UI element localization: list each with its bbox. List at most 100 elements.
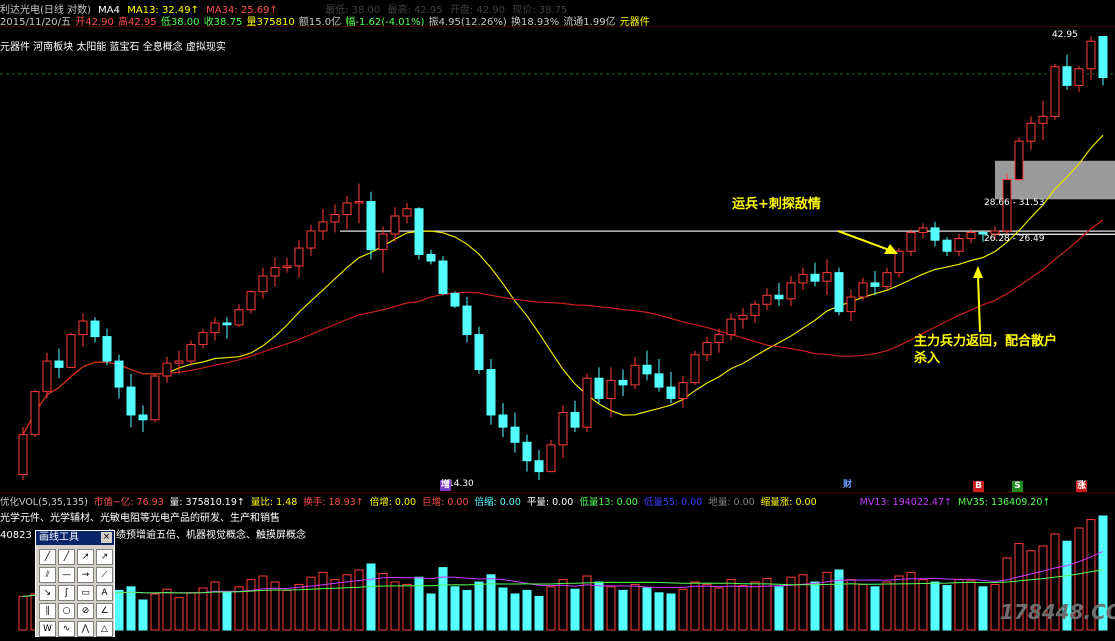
arrow-tool-icon[interactable]: ↗ bbox=[96, 549, 113, 565]
candle-body bbox=[774, 294, 784, 300]
candle bbox=[1038, 100, 1048, 140]
volume-bar bbox=[438, 567, 448, 631]
volume-bar bbox=[462, 589, 472, 631]
candle-body bbox=[582, 377, 592, 428]
marker-cai[interactable]: 财 bbox=[842, 480, 852, 490]
stop-tool-icon[interactable]: ⊘ bbox=[77, 603, 94, 619]
drawing-toolbar-titlebar[interactable]: 画线工具 × bbox=[36, 531, 114, 545]
candle bbox=[546, 439, 556, 473]
angle-tool-icon[interactable]: ∠ bbox=[96, 603, 113, 619]
candle-body bbox=[1062, 66, 1072, 86]
kline-chart[interactable] bbox=[0, 26, 1115, 492]
low-price-label: 14.30 bbox=[448, 479, 474, 489]
marker-sell[interactable]: S bbox=[1012, 481, 1023, 492]
candle bbox=[558, 405, 568, 459]
candle bbox=[798, 267, 808, 290]
candle bbox=[534, 450, 544, 480]
drawing-toolbar[interactable]: 画线工具 × ╱ ╱ ↗ ↗ ⫽ — → ⟋ ↘ ʃ ▭ A ∥ ○ ⊘ ∠ W… bbox=[35, 530, 115, 637]
candle bbox=[990, 226, 1000, 241]
candle-body bbox=[498, 414, 508, 428]
candle-body bbox=[1050, 66, 1060, 117]
volume-bar bbox=[714, 587, 724, 631]
marker-zhang[interactable]: 涨 bbox=[1076, 481, 1087, 492]
candle-body bbox=[438, 260, 448, 294]
hline-tool-icon[interactable]: — bbox=[58, 567, 75, 583]
volume-bar bbox=[702, 583, 712, 631]
zone-top-label: 28.66 - 31.53 bbox=[984, 198, 1045, 208]
chart-title: 利达光电(日线 对数) bbox=[0, 5, 91, 16]
line-tool-icon[interactable]: ╱ bbox=[58, 549, 75, 565]
volume-bar bbox=[966, 580, 976, 631]
rect-tool-icon[interactable]: ▭ bbox=[77, 585, 94, 601]
close-icon[interactable]: × bbox=[101, 532, 112, 543]
candle-body bbox=[858, 282, 868, 298]
volume-bar bbox=[1086, 519, 1096, 631]
candle-body bbox=[918, 227, 928, 233]
volume-chart[interactable] bbox=[0, 492, 1115, 635]
volume-bar bbox=[870, 586, 880, 631]
candle bbox=[18, 427, 28, 480]
candle bbox=[702, 336, 712, 362]
volume-bar bbox=[1098, 515, 1108, 631]
candle bbox=[834, 267, 844, 316]
annotation-scout: 运兵+刺探敌情 bbox=[732, 197, 821, 212]
resistance-zone bbox=[995, 160, 1115, 200]
arrow-scout-line bbox=[837, 230, 893, 252]
candle bbox=[570, 400, 580, 433]
fib-tool-icon[interactable]: ʃ bbox=[58, 585, 75, 601]
volume-bar bbox=[618, 589, 628, 631]
volume-bar bbox=[330, 579, 340, 631]
drawing-toolbar-title: 画线工具 bbox=[39, 532, 79, 543]
marker-wei[interactable]: 增 bbox=[440, 480, 451, 491]
candle-body bbox=[282, 265, 292, 269]
candle-body bbox=[210, 322, 220, 334]
candle bbox=[510, 412, 520, 453]
info-amount: 额15.0亿 bbox=[298, 17, 342, 28]
candle-body bbox=[234, 309, 244, 326]
candle-body bbox=[954, 238, 964, 252]
candle bbox=[126, 373, 136, 428]
vline-tool-icon[interactable]: ↘ bbox=[39, 585, 56, 601]
candle-body bbox=[606, 379, 616, 399]
channel-tool-icon[interactable]: ⟋ bbox=[96, 567, 113, 583]
parallel-tool-icon[interactable]: ⫽ bbox=[39, 567, 56, 583]
ma-type-label: MA4 bbox=[98, 5, 121, 16]
volume-bar bbox=[210, 581, 220, 631]
info-date: 2015/11/20/五 bbox=[0, 17, 72, 28]
candle bbox=[162, 356, 172, 383]
candle bbox=[450, 291, 460, 308]
volume-bar bbox=[522, 589, 532, 631]
info-row: 2015/11/20/五 开42.90 高42.95 低38.00 收38.75… bbox=[0, 13, 654, 28]
segment-tool-icon[interactable]: ╱ bbox=[39, 549, 56, 565]
volume-bar bbox=[342, 574, 352, 631]
candle-body bbox=[894, 250, 904, 274]
marker-buy[interactable]: B bbox=[973, 481, 984, 492]
candle bbox=[198, 328, 208, 349]
volume-bar bbox=[954, 579, 964, 631]
ma13-value: MA13: 32.49↑ bbox=[127, 5, 199, 16]
volume-bar bbox=[834, 569, 844, 631]
candle bbox=[138, 405, 148, 433]
info-change: 幅-1.62(-4.01%) bbox=[345, 17, 425, 28]
volume-bar bbox=[738, 585, 748, 631]
hray-tool-icon[interactable]: → bbox=[77, 567, 94, 583]
volume-bar bbox=[546, 586, 556, 631]
candle bbox=[966, 229, 976, 244]
vol-low55: 低量55: 0.00 bbox=[643, 497, 703, 508]
info-sector: 元器件 bbox=[619, 17, 650, 28]
candle-body bbox=[18, 434, 28, 475]
candle bbox=[150, 373, 160, 423]
text-tool-icon[interactable]: A bbox=[96, 585, 113, 601]
candle-body bbox=[102, 336, 112, 362]
circle-tool-icon[interactable]: ○ bbox=[58, 603, 75, 619]
candle bbox=[978, 230, 988, 242]
candle bbox=[630, 356, 640, 390]
volume-bar bbox=[510, 593, 520, 631]
top-price-label: 42.95 bbox=[1052, 30, 1078, 40]
ray-tool-icon[interactable]: ↗ bbox=[77, 549, 94, 565]
cycle-tool-icon[interactable]: ∥ bbox=[39, 603, 56, 619]
volume-bar bbox=[474, 581, 484, 631]
high-value: 最高: 42.95 bbox=[387, 5, 443, 16]
candle bbox=[474, 326, 484, 374]
vol-flat: 平量: 0.00 bbox=[526, 497, 574, 508]
